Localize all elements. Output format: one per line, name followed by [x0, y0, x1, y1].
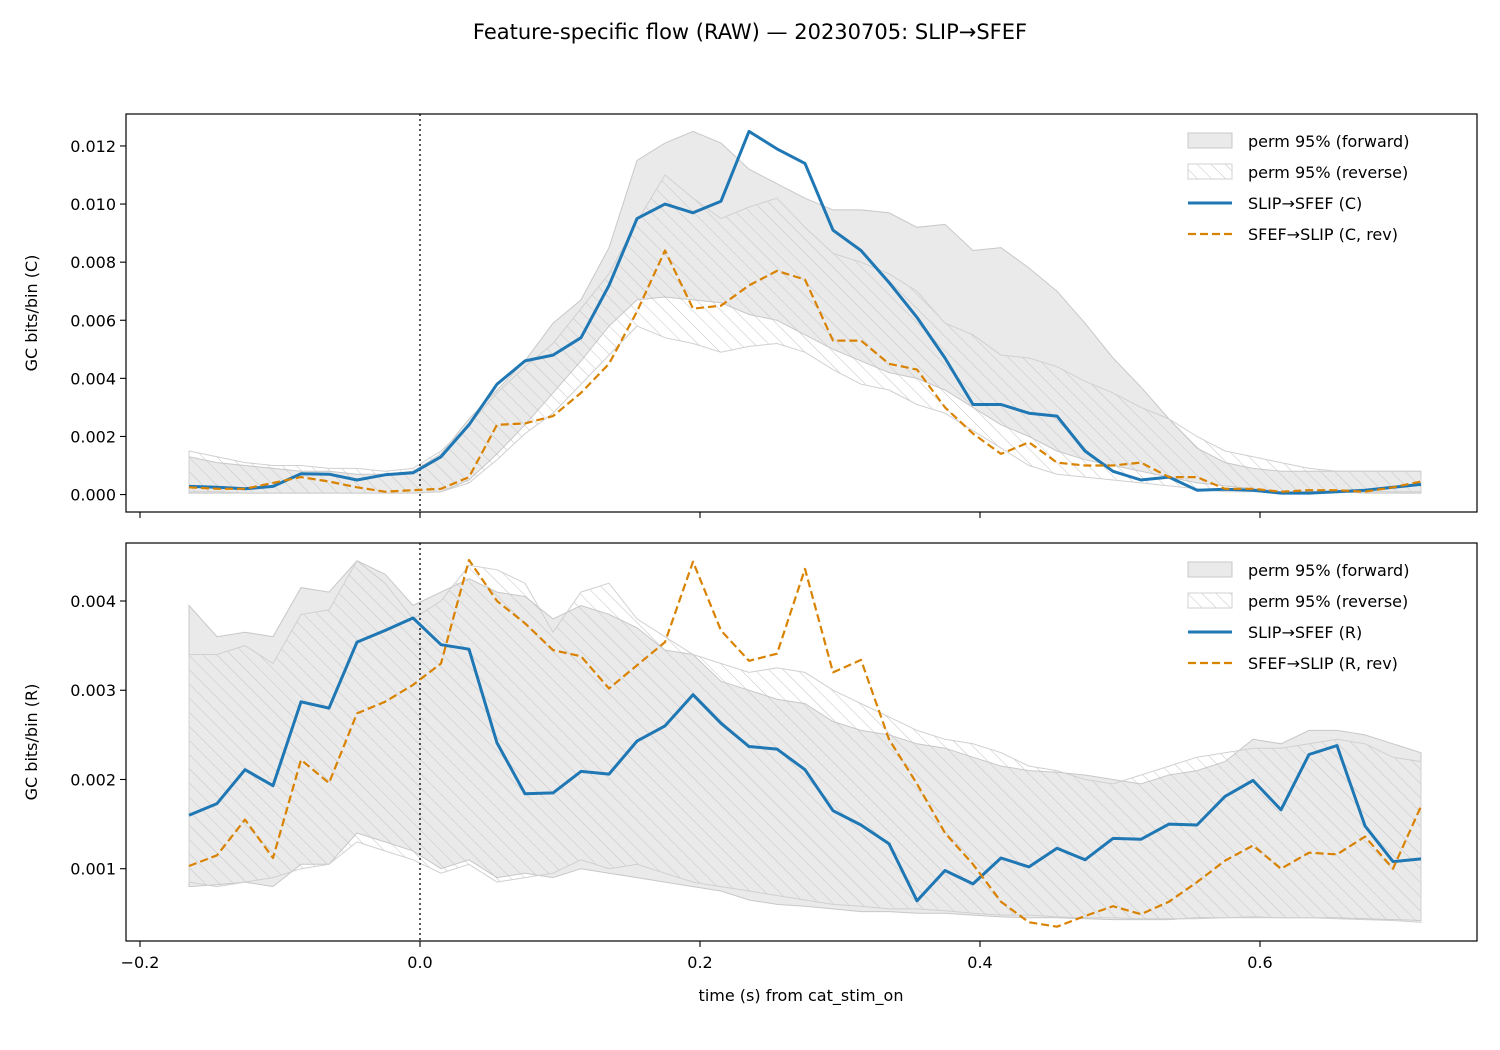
y-tick-label: 0.006 — [70, 311, 116, 330]
y-tick-label: 0.010 — [70, 195, 116, 214]
y-tick-label: 0.012 — [70, 137, 116, 156]
x-tick-label: 0.4 — [967, 953, 992, 972]
axes-frame — [125, 542, 1478, 942]
y-axis-label: GC bits/bin (R) — [22, 684, 41, 801]
band-reverse — [188, 174, 1422, 494]
x-axis-label: time (s) from cat_stim_on — [699, 986, 904, 1006]
series-reverse-line — [188, 249, 1422, 493]
x-tick-label: 0.6 — [1247, 953, 1272, 972]
legend-swatch-band-forward — [1187, 561, 1233, 578]
legend-label: SLIP→SFEF (R) — [1248, 623, 1362, 642]
legend-label: SLIP→SFEF (C) — [1248, 194, 1362, 213]
legend-label: perm 95% (reverse) — [1248, 163, 1408, 182]
plot-area — [188, 114, 1422, 512]
series-forward-line — [188, 616, 1422, 903]
y-tick-label: 0.002 — [70, 770, 116, 789]
legend-label: SFEF→SLIP (C, rev) — [1248, 225, 1398, 244]
x-tick-label: −0.2 — [121, 953, 160, 972]
y-tick-label: 0.003 — [70, 681, 116, 700]
y-axis-label: GC bits/bin (C) — [22, 255, 41, 372]
legend-swatch-band-reverse — [1187, 163, 1233, 180]
legend: perm 95% (forward) perm 95% (reverse) SLIP… — [1187, 132, 1409, 244]
legend-label: perm 95% (forward) — [1248, 561, 1409, 580]
y-tick-label: 0.002 — [70, 427, 116, 446]
y-tick-label: 0.001 — [70, 860, 116, 879]
legend: perm 95% (forward) perm 95% (reverse) SLIP… — [1187, 561, 1409, 673]
legend-label: SFEF→SLIP (R, rev) — [1248, 654, 1398, 673]
legend-label: perm 95% (reverse) — [1248, 592, 1408, 611]
legend-swatch-band-forward — [1187, 132, 1233, 149]
legend-label: perm 95% (forward) — [1248, 132, 1409, 151]
y-tick-label: 0.008 — [70, 253, 116, 272]
legend-swatch-band-reverse — [1187, 592, 1233, 609]
x-tick-label: 0.2 — [687, 953, 712, 972]
axes-frame — [125, 113, 1478, 513]
x-tick-label: 0.0 — [407, 953, 432, 972]
y-tick-label: 0.004 — [70, 592, 116, 611]
y-tick-label: 0.000 — [70, 486, 116, 505]
plot-area — [188, 543, 1423, 941]
band-reverse — [188, 560, 1422, 923]
figure-title: Feature-specific flow (RAW) — 20230705: … — [473, 20, 1027, 44]
chart-panel-bottom: 0.001 0.002 0.003 0.004 −0.2 0.0 0.2 0.4 0.6 GC b… — [22, 542, 1478, 972]
series-forward-line — [188, 129, 1422, 495]
chart-panel-top: 0.000 0.002 0.004 0.006 0.008 0.010 0.012 GC bi… — [22, 113, 1478, 518]
y-tick-label: 0.004 — [70, 369, 116, 388]
series-reverse-line — [188, 558, 1423, 928]
